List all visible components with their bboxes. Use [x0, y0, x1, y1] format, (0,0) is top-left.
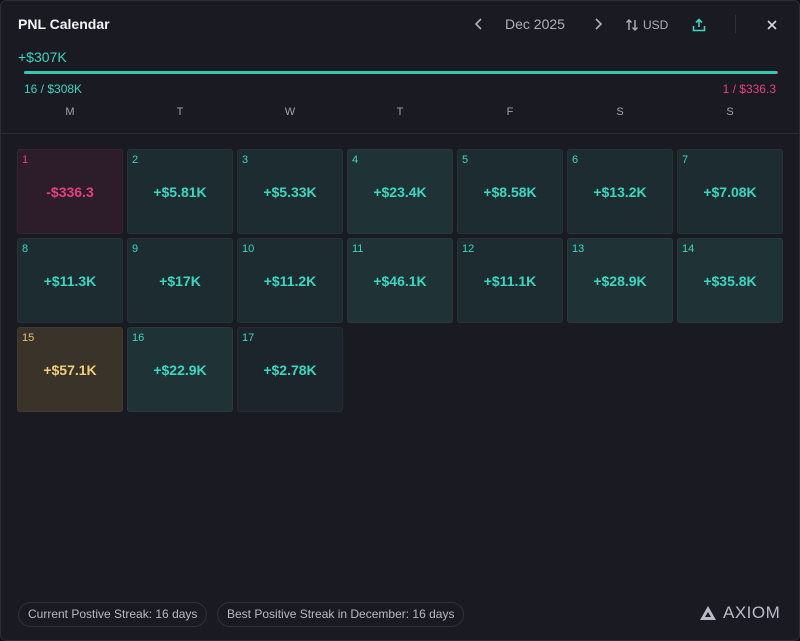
chevron-left-icon [474, 18, 482, 30]
weekday-label: T [396, 106, 404, 118]
total-pnl: +$307K [18, 49, 67, 65]
pnl-ratio-bar-positive [24, 71, 778, 74]
day-number: 13 [572, 243, 585, 255]
day-pnl-value: +$2.78K [263, 362, 317, 378]
day-pnl-value: +$7.08K [703, 184, 757, 200]
weekday-label: F [506, 106, 514, 118]
weekday-label: M [65, 106, 75, 118]
calendar-day-cell[interactable]: 12 +$11.1K [457, 238, 563, 323]
prev-month-button[interactable] [471, 13, 487, 35]
calendar-grid: 1 -$336.3 2 +$5.81K 3 +$5.33K 4 +$23.4K 5 +$8.58K… [17, 149, 783, 412]
day-number: 8 [22, 243, 29, 255]
close-button[interactable] [762, 14, 782, 36]
calendar-day-cell[interactable]: 4 +$23.4K [347, 149, 453, 234]
positive-days-summary: 16 / $308K [24, 82, 83, 96]
day-number: 6 [572, 154, 579, 166]
day-pnl-value: +$11.1K [483, 273, 537, 289]
day-pnl-value: +$5.33K [263, 184, 317, 200]
calendar-day-cell[interactable]: 15 +$57.1K [17, 327, 123, 412]
weekday-label: S [726, 106, 734, 118]
day-number: 11 [352, 243, 364, 255]
calendar-day-cell[interactable]: 2 +$5.81K [127, 149, 233, 234]
axiom-logo: AXIOM [699, 603, 780, 623]
calendar-day-cell[interactable]: 7 +$7.08K [677, 149, 783, 234]
calendar-day-cell[interactable]: 8 +$11.3K [17, 238, 123, 323]
day-number: 7 [682, 154, 689, 166]
day-pnl-value: +$23.4K [373, 184, 427, 200]
header-divider [735, 15, 736, 33]
day-pnl-value: +$46.1K [373, 273, 427, 289]
day-pnl-value: +$17K [159, 273, 201, 289]
calendar-day-cell[interactable]: 1 -$336.3 [17, 149, 123, 234]
day-pnl-value: +$35.8K [703, 273, 757, 289]
panel-title: PNL Calendar [18, 16, 110, 32]
best-streak-badge: Best Positive Streak in December: 16 day… [217, 602, 465, 627]
day-pnl-value: +$11.3K [43, 273, 97, 289]
close-icon [767, 20, 777, 30]
day-number: 15 [22, 332, 35, 344]
negative-days-summary: 1 / $336.3 [722, 82, 776, 96]
brand-name: AXIOM [723, 603, 781, 622]
weekday-label: W [284, 106, 296, 118]
calendar-day-cell[interactable]: 16 +$22.9K [127, 327, 233, 412]
day-number: 10 [242, 243, 255, 255]
calendar-day-cell[interactable]: 6 +$13.2K [567, 149, 673, 234]
weekday-header: M T W T F S S [17, 106, 785, 118]
day-pnl-value: +$5.81K [153, 184, 207, 200]
next-month-button[interactable] [590, 13, 606, 35]
current-month-label: Dec 2025 [505, 16, 565, 32]
share-button[interactable] [689, 14, 709, 36]
day-number: 17 [242, 332, 255, 344]
calendar-day-cell[interactable]: 9 +$17K [127, 238, 233, 323]
day-pnl-value: +$11.2K [263, 273, 317, 289]
share-upload-icon [692, 18, 706, 32]
day-pnl-value: +$13.2K [593, 184, 647, 200]
day-pnl-value: +$8.58K [483, 184, 537, 200]
axiom-logo-icon [700, 606, 716, 620]
day-number: 3 [242, 154, 249, 166]
day-pnl-value: +$22.9K [153, 362, 207, 378]
chevron-right-icon [595, 18, 603, 30]
calendar-day-cell[interactable]: 13 +$28.9K [567, 238, 673, 323]
calendar-day-cell[interactable]: 17 +$2.78K [237, 327, 343, 412]
currency-toggle-button[interactable]: USD [625, 14, 668, 36]
day-pnl-value: -$336.3 [46, 184, 94, 200]
calendar-day-cell[interactable]: 11 +$46.1K [347, 238, 453, 323]
weekday-label: S [616, 106, 624, 118]
current-streak-badge: Current Postive Streak: 16 days [18, 602, 208, 627]
day-number: 1 [22, 154, 29, 166]
calendar-day-cell[interactable]: 5 +$8.58K [457, 149, 563, 234]
day-number: 4 [352, 154, 359, 166]
calendar-day-cell[interactable]: 10 +$11.2K [237, 238, 343, 323]
day-pnl-value: +$28.9K [593, 273, 647, 289]
day-pnl-value: +$57.1K [43, 362, 97, 378]
pnl-ratio-bar [24, 71, 778, 74]
currency-label: USD [643, 18, 669, 32]
day-number: 12 [462, 243, 475, 255]
calendar-day-cell[interactable]: 14 +$35.8K [677, 238, 783, 323]
swap-vertical-icon [626, 19, 638, 31]
day-number: 16 [132, 332, 145, 344]
header-separator [1, 133, 799, 134]
day-number: 9 [132, 243, 139, 255]
weekday-label: T [176, 106, 184, 118]
calendar-day-cell[interactable]: 3 +$5.33K [237, 149, 343, 234]
day-number: 14 [682, 243, 695, 255]
day-number: 5 [462, 154, 469, 166]
day-number: 2 [132, 154, 139, 166]
